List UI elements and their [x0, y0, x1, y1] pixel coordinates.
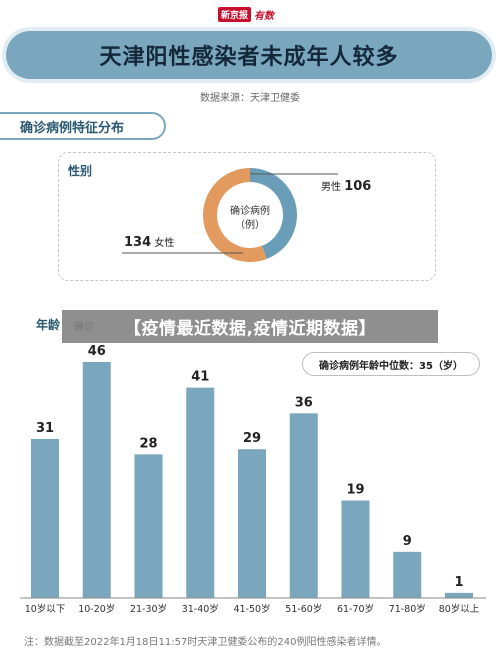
bar-8 [445, 592, 473, 598]
overlay-banner-text: 【疫情最近数据,疫情近期数据】 [124, 319, 376, 339]
x-tick-label: 41-50岁 [233, 603, 270, 615]
bar-7 [393, 551, 422, 598]
male-value: 106 [344, 179, 372, 194]
gender-donut [202, 168, 297, 262]
page-title: 天津阳性感染者未成年人较多 [99, 45, 399, 70]
bar-value-label: 1 [454, 575, 463, 590]
overlay-banner: 【疫情最近数据,疫情近期数据】 [62, 310, 438, 343]
female-value: 134 [124, 235, 152, 250]
bar-2 [134, 454, 163, 598]
footnote: 注：数据截至2022年1月18日11:57时天津卫健委公布的240例阳性感染者详… [24, 637, 387, 648]
x-tick-label: 71-80岁 [389, 603, 426, 615]
section-pill: 确诊病例特征分布 [0, 112, 166, 140]
bar-value-label: 36 [295, 395, 313, 410]
bar-value-label: 9 [403, 534, 412, 549]
donut-center-line2: （例） [235, 220, 265, 231]
bar-value-label: 41 [191, 370, 209, 385]
bar-5 [289, 413, 318, 598]
age-bar-chart: 31 10岁以下 46 10-20岁 28 21-30岁 41 31-40岁 29 41-50岁 3… [25, 344, 480, 615]
bar-value-label: 19 [346, 483, 364, 498]
male-label: 男性 106 [321, 178, 371, 194]
female-label-text: 女性 [154, 238, 175, 249]
gender-label: 性别 [68, 164, 93, 178]
donut-center-label: 确诊病例 （例） [217, 205, 283, 233]
bar-value-label: 28 [139, 436, 157, 451]
bar-3 [186, 387, 215, 598]
bar-0 [31, 438, 59, 598]
masthead-tag: 有数 [254, 10, 275, 22]
x-tick-label: 80岁以上 [439, 603, 480, 615]
x-tick-label: 61-70岁 [337, 603, 374, 615]
age-label: 年龄 [36, 318, 61, 332]
section-title: 确诊病例特征分布 [20, 120, 125, 136]
x-tick-label: 31-40岁 [182, 603, 219, 615]
donut-slice-male [250, 168, 297, 259]
gender-panel [58, 152, 436, 281]
donut-center-line1: 确诊病例 [230, 206, 270, 217]
x-tick-label: 51-60岁 [285, 603, 322, 615]
masthead: 新京报 有数 [218, 6, 274, 22]
bar-value-label: 46 [88, 344, 106, 359]
x-tick-label: 10-20岁 [78, 603, 115, 615]
masthead-brand: 新京报 [218, 6, 252, 22]
median-pill: 确诊病例年龄中位数：35（岁） [302, 352, 480, 376]
data-source: 数据来源：天津卫健委 [200, 93, 300, 104]
female-label: 134 女性 [124, 234, 174, 250]
bar-value-label: 31 [36, 421, 54, 436]
male-label-text: 男性 [321, 182, 341, 193]
donut-slice-female [202, 168, 267, 262]
median-text: 确诊病例年龄中位数：35（岁） [319, 360, 463, 372]
x-tick-label: 21-30岁 [130, 603, 167, 615]
bar-4 [238, 449, 266, 598]
x-tick-label: 10岁以下 [25, 603, 66, 615]
title-banner: 天津阳性感染者未成年人较多 [6, 31, 492, 79]
bar-value-label: 29 [243, 431, 261, 446]
bar-6 [341, 500, 370, 598]
bar-1 [82, 362, 111, 598]
